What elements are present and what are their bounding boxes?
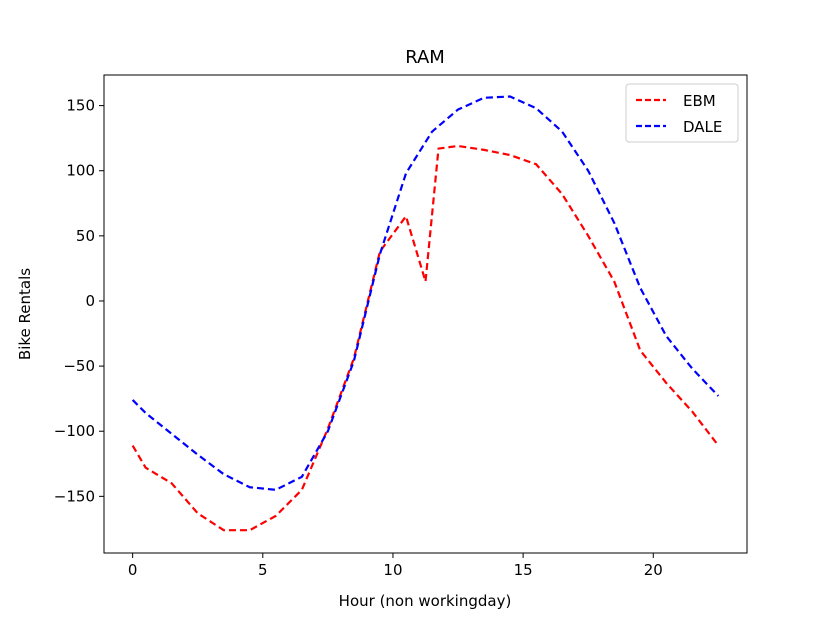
y-tick-label: −50 — [63, 357, 95, 375]
plot-frame — [103, 74, 748, 554]
x-tick-label: 0 — [128, 561, 138, 579]
chart-title: RAM — [405, 47, 445, 68]
plot-area — [103, 74, 748, 554]
y-tick-label: 150 — [66, 97, 95, 115]
x-tick-label: 10 — [383, 561, 402, 579]
series-line-ebm — [131, 144, 720, 532]
x-tick-label: 20 — [644, 561, 663, 579]
legend: EBM DALE — [625, 83, 739, 143]
series-line-dale — [131, 95, 720, 491]
legend-label-dale: DALE — [683, 118, 722, 136]
y-tick-label: 50 — [76, 227, 95, 245]
x-tick-label: 15 — [514, 561, 533, 579]
y-axis-label: Bike Rentals — [16, 268, 34, 360]
y-tick-label: −150 — [54, 487, 95, 505]
series-group — [131, 95, 720, 532]
y-tick-label: 100 — [66, 162, 95, 180]
axis-ticks: 0 5 10 15 20 −150 −100 −50 0 50 100 150 — [54, 97, 663, 579]
legend-box — [625, 83, 739, 143]
y-tick-label: −100 — [54, 422, 95, 440]
x-tick-label: 5 — [258, 561, 268, 579]
x-axis-label: Hour (non workingday) — [339, 592, 512, 610]
y-tick-label: 0 — [85, 292, 95, 310]
legend-label-ebm: EBM — [683, 92, 716, 110]
